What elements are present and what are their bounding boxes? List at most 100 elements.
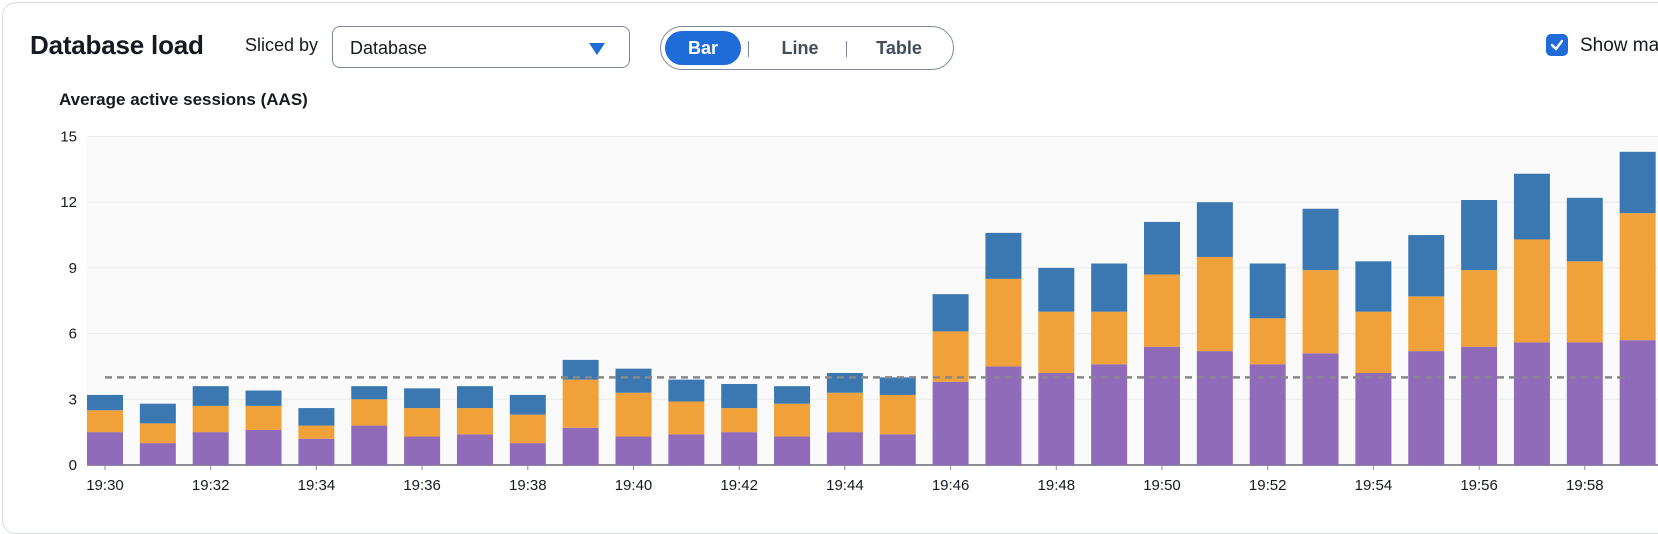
bar-segment-database-c[interactable] — [826, 373, 863, 393]
bar-segment-database-a[interactable] — [1302, 353, 1339, 465]
bar-segment-database-a[interactable] — [1566, 342, 1603, 465]
bar-segment-database-b[interactable] — [721, 408, 758, 433]
bar-segment-database-c[interactable] — [1249, 263, 1286, 319]
bar-segment-database-c[interactable] — [1566, 197, 1603, 262]
bar-segment-database-a[interactable] — [668, 434, 705, 465]
bar-segment-database-a[interactable] — [1355, 373, 1392, 465]
bar-segment-database-a[interactable] — [1091, 364, 1128, 465]
bar-segment-database-c[interactable] — [562, 359, 599, 380]
bar-segment-database-c[interactable] — [1196, 202, 1233, 257]
bar-segment-database-c[interactable] — [1461, 200, 1498, 271]
bar-segment-database-c[interactable] — [615, 368, 652, 393]
bar-segment-database-c[interactable] — [774, 386, 811, 404]
bar-segment-database-b[interactable] — [1461, 270, 1498, 347]
bar-segment-database-a[interactable] — [192, 432, 229, 465]
bar-segment-database-c[interactable] — [1408, 235, 1445, 297]
view-table-button[interactable]: Table — [876, 38, 922, 58]
bar-segment-database-b[interactable] — [1408, 296, 1445, 352]
bar-segment-database-c[interactable] — [1513, 173, 1550, 240]
bar-segment-database-a[interactable] — [87, 432, 123, 465]
bar-segment-database-a[interactable] — [615, 436, 652, 465]
bar-segment-database-a[interactable] — [932, 381, 969, 465]
bar-segment-database-b[interactable] — [1144, 274, 1180, 347]
bar-segment-database-c[interactable] — [879, 377, 916, 395]
bar-segment-database-c[interactable] — [1619, 151, 1656, 214]
bar-segment-database-c[interactable] — [721, 383, 758, 409]
bar-segment-database-b[interactable] — [826, 392, 863, 433]
bar-segment-database-b[interactable] — [932, 331, 969, 382]
bar-segment-database-a[interactable] — [826, 432, 863, 465]
bar-segment-database-b[interactable] — [1513, 239, 1550, 343]
bar-segment-database-a[interactable] — [879, 434, 916, 465]
bar-segment-database-c[interactable] — [87, 394, 123, 411]
bar-segment-database-a[interactable] — [509, 443, 546, 465]
bar-segment-database-b[interactable] — [879, 394, 916, 435]
bar-segment-database-c[interactable] — [509, 394, 546, 415]
bar-segment-database-b[interactable] — [192, 405, 229, 433]
bar-segment-database-b[interactable] — [1196, 256, 1233, 352]
bar-segment-database-b[interactable] — [139, 423, 176, 444]
view-separator — [748, 41, 749, 57]
bar-segment-database-b[interactable] — [245, 405, 282, 430]
bar-segment-database-a[interactable] — [351, 425, 388, 465]
view-line-button[interactable]: Line — [781, 38, 819, 58]
bar-segment-database-b[interactable] — [1355, 311, 1392, 374]
x-tick-label: 19:54 — [1355, 477, 1393, 494]
bar-segment-database-a[interactable] — [1144, 346, 1180, 465]
bar-segment-database-c[interactable] — [298, 408, 335, 426]
bar-segment-database-c[interactable] — [1355, 261, 1392, 312]
bar-segment-database-a[interactable] — [562, 427, 599, 465]
bar-segment-database-c[interactable] — [1038, 267, 1075, 312]
bar-segment-database-c[interactable] — [245, 390, 282, 406]
bar-segment-database-a[interactable] — [139, 443, 176, 465]
bar-segment-database-b[interactable] — [985, 278, 1022, 367]
bar-segment-database-b[interactable] — [1619, 213, 1656, 341]
bar-segment-database-a[interactable] — [1461, 346, 1498, 465]
bar-segment-database-b[interactable] — [87, 410, 123, 433]
bar-segment-database-c[interactable] — [932, 294, 969, 332]
bar-segment-database-b[interactable] — [456, 408, 493, 435]
bar-segment-database-b[interactable] — [1091, 311, 1128, 365]
view-bar-button[interactable]: Bar — [665, 31, 741, 65]
bar-segment-database-c[interactable] — [1091, 263, 1128, 312]
bar-segment-database-b[interactable] — [668, 401, 705, 435]
bar-segment-database-b[interactable] — [1038, 311, 1075, 374]
bar-segment-database-c[interactable] — [668, 379, 705, 402]
bar-segment-database-a[interactable] — [298, 438, 335, 465]
bar-segment-database-b[interactable] — [509, 414, 546, 444]
bar-segment-database-a[interactable] — [1513, 342, 1550, 465]
bar-segment-database-a[interactable] — [721, 432, 758, 465]
bar-segment-database-c[interactable] — [1302, 208, 1339, 271]
check-icon — [1550, 39, 1564, 51]
bar-segment-database-c[interactable] — [985, 232, 1022, 279]
bar-segment-database-a[interactable] — [1619, 340, 1656, 465]
bar-segment-database-a[interactable] — [1408, 351, 1445, 465]
x-tick-label: 19:56 — [1460, 477, 1498, 494]
bar-segment-database-b[interactable] — [774, 403, 811, 437]
bar-segment-database-c[interactable] — [192, 386, 229, 406]
bar-segment-database-c[interactable] — [456, 386, 493, 409]
bar-segment-database-b[interactable] — [562, 379, 599, 428]
bar-segment-database-a[interactable] — [245, 429, 282, 465]
bar-segment-database-b[interactable] — [404, 408, 441, 437]
view-separator — [846, 41, 847, 57]
bar-segment-database-c[interactable] — [351, 386, 388, 400]
bar-segment-database-b[interactable] — [298, 425, 335, 439]
show-max-vcpu-checkbox[interactable] — [1546, 34, 1568, 56]
bar-segment-database-c[interactable] — [139, 403, 176, 424]
bar-segment-database-c[interactable] — [404, 388, 441, 409]
bar-segment-database-a[interactable] — [1196, 351, 1233, 465]
bar-segment-database-c[interactable] — [1144, 221, 1180, 275]
bar-segment-database-a[interactable] — [985, 366, 1022, 465]
bar-segment-database-a[interactable] — [404, 436, 441, 465]
bar-segment-database-b[interactable] — [615, 392, 652, 437]
bar-segment-database-a[interactable] — [1038, 373, 1075, 465]
bar-segment-database-a[interactable] — [456, 434, 493, 465]
bar-segment-database-b[interactable] — [351, 399, 388, 426]
bar-segment-database-a[interactable] — [1249, 364, 1286, 465]
bar-segment-database-a[interactable] — [774, 436, 811, 465]
bar-segment-database-b[interactable] — [1249, 318, 1286, 365]
sliced-by-select[interactable]: Database — [332, 26, 630, 68]
bar-segment-database-b[interactable] — [1566, 261, 1603, 343]
bar-segment-database-b[interactable] — [1302, 270, 1339, 354]
